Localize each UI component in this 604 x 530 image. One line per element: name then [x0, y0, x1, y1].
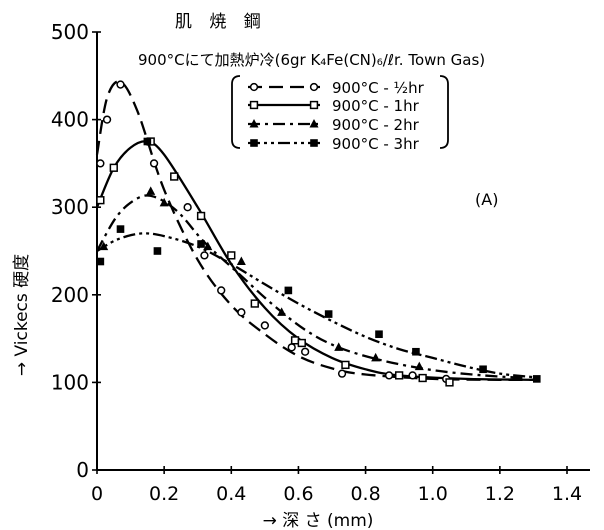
legend-marker-1: [309, 82, 319, 92]
ticks: 0 100 200 300 400 500 0 0.2 0.4 0.6 0.8 1.0 1.2 1.4: [51, 20, 582, 505]
data-point-series-2: [96, 196, 105, 205]
legend-bracket-left: [231, 75, 241, 149]
data-point-series-1: [149, 159, 159, 168]
data-point-series-2: [109, 163, 118, 172]
data-point-series-2: [418, 373, 427, 383]
data-point-series-1: [116, 80, 125, 89]
data-point-series-1: [287, 343, 296, 352]
legend-label-1: 900°C - ½hr: [332, 79, 425, 97]
legend-marker-2: [309, 100, 319, 110]
data-point-series-2: [297, 338, 306, 348]
x-tick-label: 1.4: [552, 483, 582, 505]
data-point-series-4: [143, 137, 152, 146]
data-point-series-2: [394, 371, 404, 380]
chart-subtitle: 900°Cにて加熱炉冷(6gr K₄Fe(CN)₆/ℓr. Town Gas): [138, 51, 485, 69]
data-point-series-3: [203, 241, 213, 251]
data-point-series-2: [341, 360, 350, 370]
data-point-series-4: [412, 347, 420, 356]
data-point-series-1: [384, 371, 394, 380]
data-point-series-3: [99, 241, 109, 251]
series-markers: [96, 80, 541, 387]
x-axis-label: → 深 さ (mm): [263, 511, 374, 530]
data-point-series-2: [250, 299, 259, 308]
legend-marker-4: [250, 139, 258, 147]
chart-annotation: (A): [475, 190, 498, 209]
x-tick-label: 1.2: [485, 483, 515, 505]
legend-bracket-right: [439, 75, 449, 149]
y-tick-label: 500: [51, 20, 89, 44]
legend-label-4: 900°C - 3hr: [332, 135, 420, 153]
data-point-series-1: [217, 286, 226, 295]
data-point-series-4: [153, 247, 162, 255]
data-point-series-1: [183, 203, 192, 212]
series-line-3: [96, 194, 527, 380]
y-tick-label: 300: [51, 195, 89, 219]
legend-label-2: 900°C - 1hr: [332, 97, 420, 115]
x-tick-label: 0.4: [216, 483, 246, 505]
data-point-series-1: [96, 159, 105, 168]
x-tick-label: 1.0: [418, 483, 448, 505]
legend-marker-1: [249, 82, 259, 92]
legend-marker-4: [310, 139, 318, 147]
data-point-series-4: [96, 257, 105, 266]
data-point-series-2: [227, 251, 236, 260]
x-tick-label: 0.2: [149, 483, 179, 505]
data-point-series-4: [479, 365, 487, 374]
data-point-series-4: [532, 375, 541, 383]
y-tick-label: 100: [51, 370, 89, 394]
data-point-series-1: [237, 308, 246, 317]
data-point-series-1: [260, 321, 270, 330]
data-point-series-4: [324, 310, 333, 318]
x-tick-label: 0.6: [283, 483, 313, 505]
legend-marker-3: [309, 119, 319, 128]
data-point-series-4: [375, 330, 383, 339]
data-point-series-4: [197, 240, 205, 248]
data-point-series-1: [408, 371, 417, 380]
legend-label-3: 900°C - 2hr: [332, 116, 420, 134]
data-point-series-4: [284, 286, 293, 295]
data-point-series-4: [116, 225, 125, 233]
data-point-series-2: [290, 336, 300, 345]
data-point-series-1: [337, 369, 347, 378]
y-axis-label: → Vickecs 硬度: [12, 254, 32, 376]
data-point-series-3: [277, 307, 287, 316]
data-point-series-1: [200, 251, 209, 260]
data-point-series-2: [445, 378, 454, 387]
data-point-series-3: [334, 342, 344, 351]
data-point-series-3: [414, 361, 424, 371]
x-tick-label: 0.8: [350, 483, 380, 505]
legend-marker-2: [249, 100, 259, 110]
y-tick-label: 200: [51, 283, 89, 307]
y-tick-label: 400: [51, 108, 89, 132]
legend-marker-3: [249, 119, 259, 128]
data-point-series-2: [170, 172, 179, 181]
chart-title: 肌 焼 鋼: [175, 12, 267, 32]
series-line-4: [96, 232, 534, 379]
data-point-series-3: [146, 186, 156, 195]
x-tick-label: 0: [91, 483, 103, 505]
data-point-series-2: [196, 211, 206, 221]
y-tick-label: 0: [76, 458, 89, 482]
data-point-series-3: [371, 352, 381, 362]
data-point-series-3: [159, 197, 169, 207]
data-point-series-1: [102, 115, 112, 124]
series-line-2: [95, 140, 534, 381]
data-point-series-1: [300, 347, 310, 356]
data-point-series-3: [236, 256, 246, 266]
